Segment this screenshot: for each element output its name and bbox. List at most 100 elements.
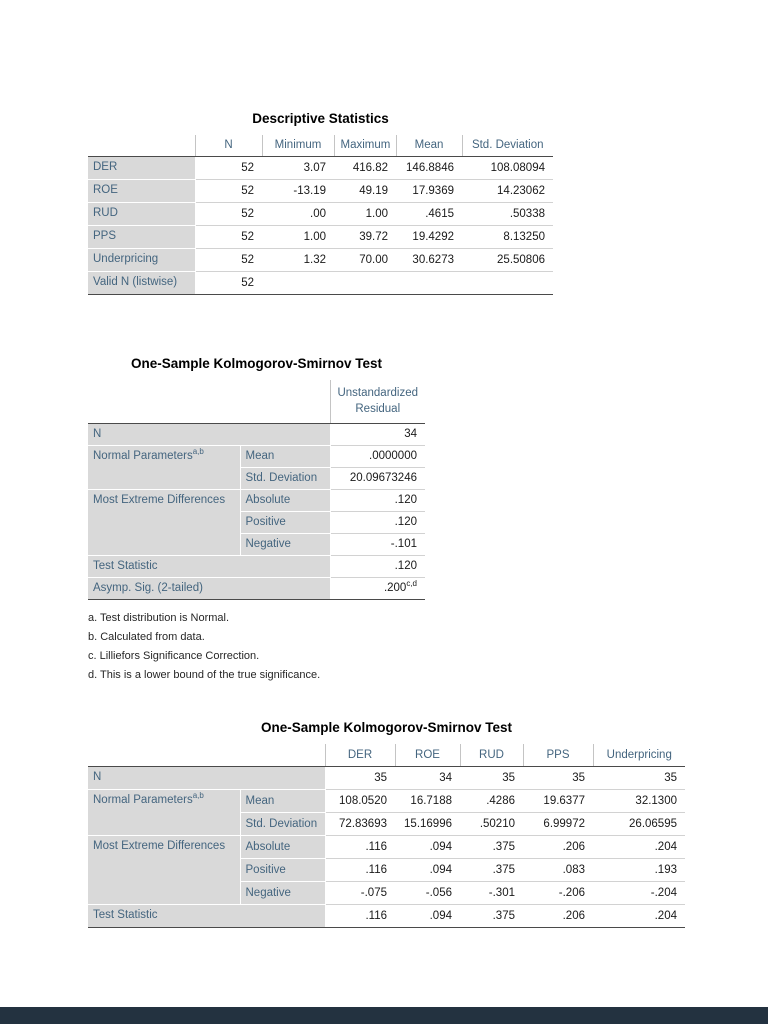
- table-row: ROE 52 -13.19 49.19 17.9369 14.23062: [88, 179, 553, 203]
- cell-value: 52: [195, 202, 262, 226]
- cell-value: 20.09673246: [330, 467, 425, 490]
- cell-value: 1.00: [334, 202, 396, 226]
- table-row: Normal Parametersa,b Mean 108.0520 16.71…: [88, 789, 685, 836]
- footnote: b. Calculated from data.: [88, 630, 205, 643]
- cell-value: 39.72: [334, 225, 396, 249]
- row-label: PPS: [88, 225, 196, 249]
- cell-value: .4615: [396, 202, 462, 226]
- ks-test-variables-title: One-Sample Kolmogorov-Smirnov Test: [260, 720, 513, 735]
- cell-value: .193: [593, 858, 685, 882]
- viewer-footer-bar: [0, 1007, 768, 1024]
- cell-value: [334, 271, 396, 295]
- footnote: a. Test distribution is Normal.: [88, 611, 230, 624]
- row-label: Test Statistic: [88, 904, 326, 928]
- corner-cell: [88, 744, 325, 767]
- column-header: ROE: [394, 744, 460, 767]
- cell-value: 25.50806: [462, 248, 553, 272]
- row-sublabel: Std. Deviation: [240, 467, 331, 490]
- table-row: Asymp. Sig. (2-tailed) .200c,d: [88, 577, 425, 600]
- cell-value: .200c,d: [330, 577, 425, 600]
- table-row: Test Statistic .120: [88, 555, 425, 578]
- row-sublabel: Negative: [240, 881, 326, 905]
- table-row: Std. Deviation 20.09673246: [88, 467, 425, 490]
- cell-value: 35: [460, 766, 523, 790]
- table-row: Std. Deviation 72.83693 15.16996 .50210 …: [88, 812, 685, 836]
- row-sublabel: Std. Deviation: [240, 812, 326, 836]
- cell-value: [396, 271, 462, 295]
- table-footnotes: a. Test distribution is Normal. b. Calcu…: [88, 609, 425, 685]
- cell-value: 35: [523, 766, 593, 790]
- row-label-text: Normal Parameters: [93, 793, 193, 806]
- row-sublabel: Mean: [240, 445, 331, 468]
- cell-value: 26.06595: [593, 812, 685, 836]
- column-header: Unstandardized Residual: [329, 380, 425, 424]
- table-row: Positive .116 .094 .375 .083 .193: [88, 858, 685, 882]
- cell-value: 1.00: [262, 225, 334, 249]
- ks-test-residual-title: One-Sample Kolmogorov-Smirnov Test: [130, 356, 383, 371]
- cell-value: .083: [523, 858, 593, 882]
- row-label: ROE: [88, 179, 196, 203]
- cell-value: 52: [195, 248, 262, 272]
- row-label: Most Extreme Differences: [88, 835, 241, 905]
- descriptive-statistics-table: N Minimum Maximum Mean Std. Deviation DE…: [88, 135, 553, 295]
- cell-value: 15.16996: [395, 812, 460, 836]
- cell-value: .094: [395, 835, 460, 859]
- cell-value: 34: [330, 423, 425, 446]
- cell-value: 17.9369: [396, 179, 462, 203]
- cell-value: .116: [325, 904, 395, 928]
- cell-value: .120: [330, 489, 425, 512]
- cell-value: .00: [262, 202, 334, 226]
- cell-value: [462, 271, 553, 295]
- cell-value: 1.32: [262, 248, 334, 272]
- descriptive-statistics-title: Descriptive Statistics: [252, 111, 389, 126]
- cell-value: -.101: [330, 533, 425, 556]
- cell-value: -13.19: [262, 179, 334, 203]
- row-label: N: [88, 766, 326, 790]
- table-row: N 34: [88, 423, 425, 446]
- table-row: Underpricing 52 1.32 70.00 30.6273 25.50…: [88, 248, 553, 272]
- footnote: d. This is a lower bound of the true sig…: [88, 668, 321, 681]
- column-header: N: [194, 135, 262, 157]
- cell-value: .120: [330, 511, 425, 534]
- row-sublabel: Positive: [240, 511, 331, 534]
- row-sublabel: Negative: [240, 533, 331, 556]
- cell-value: [262, 271, 334, 295]
- cell-value: 52: [195, 271, 262, 295]
- cell-value: .204: [593, 904, 685, 928]
- table-header-row: DER ROE RUD PPS Underpricing: [88, 744, 685, 767]
- row-label: RUD: [88, 202, 196, 226]
- corner-cell: [88, 135, 195, 157]
- column-header: PPS: [522, 744, 593, 767]
- table-row: Negative -.101: [88, 533, 425, 556]
- table-row: Most Extreme Differences Absolute .120: [88, 489, 425, 556]
- row-sublabel: Absolute: [240, 489, 331, 512]
- footnote: c. Lilliefors Significance Correction.: [88, 649, 260, 662]
- column-header-line: Residual: [355, 403, 401, 416]
- table-row: Most Extreme Differences Absolute .116 .…: [88, 835, 685, 905]
- cell-value: 32.1300: [593, 789, 685, 813]
- row-sublabel: Absolute: [240, 835, 326, 859]
- table-row: Normal Parametersa,b Mean .0000000: [88, 445, 425, 490]
- cell-value: 146.8846: [396, 156, 462, 180]
- ks-test-variables-section: One-Sample Kolmogorov-Smirnov Test DER R…: [88, 720, 685, 928]
- column-header: DER: [324, 744, 395, 767]
- table-row: N 35 34 35 35 35: [88, 766, 685, 790]
- cell-value: .116: [325, 858, 395, 882]
- table-row: DER 52 3.07 416.82 146.8846 108.08094: [88, 156, 553, 180]
- cell-value: 35: [325, 766, 395, 790]
- cell-value: 34: [395, 766, 460, 790]
- table-row: RUD 52 .00 1.00 .4615 .50338: [88, 202, 553, 226]
- cell-value: .204: [593, 835, 685, 859]
- column-header: RUD: [459, 744, 523, 767]
- cell-value: .094: [395, 858, 460, 882]
- cell-value: 35: [593, 766, 685, 790]
- ks-test-residual-table: Unstandardized Residual N 34 Normal Para…: [88, 380, 425, 600]
- row-label: Most Extreme Differences: [88, 489, 241, 556]
- cell-value: -.056: [395, 881, 460, 905]
- cell-value: 49.19: [334, 179, 396, 203]
- cell-value: 70.00: [334, 248, 396, 272]
- cell-value: 16.7188: [395, 789, 460, 813]
- row-label: Test Statistic: [88, 555, 331, 578]
- table-header-row: Unstandardized Residual: [88, 380, 425, 424]
